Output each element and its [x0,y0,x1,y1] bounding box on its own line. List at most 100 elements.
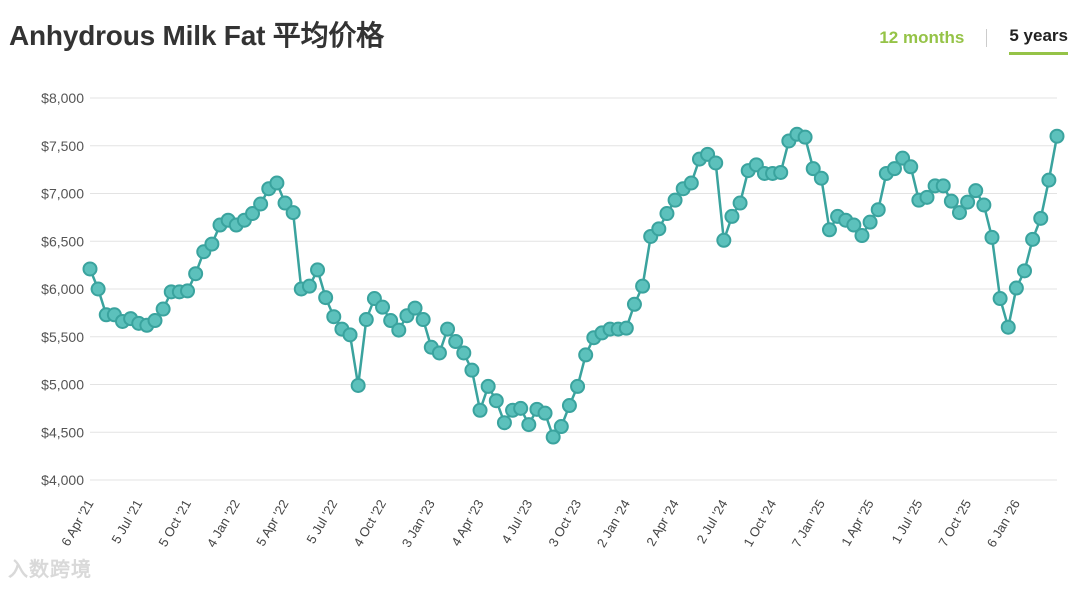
data-point[interactable] [635,278,651,294]
data-point[interactable] [285,205,301,221]
data-point[interactable] [204,236,220,252]
data-point[interactable] [903,159,919,175]
y-tick-label: $6,000 [41,281,84,297]
data-point[interactable] [854,228,870,244]
x-tick-label: 7 Jan '25 [789,497,828,550]
x-tick-label: 4 Oct '22 [350,497,389,549]
x-tick-label: 1 Jul '25 [888,497,925,546]
x-axis-labels: 6 Apr '21 5 Jul '21 5 Oct '21 4 Jan '22 5 Ap… [58,497,1023,550]
data-point[interactable] [342,327,358,343]
data-point[interactable] [407,300,423,316]
data-point[interactable] [935,178,951,194]
data-point[interactable] [919,189,935,205]
x-tick-label: 1 Apr '25 [838,497,876,549]
data-point[interactable] [415,312,431,328]
data-point[interactable] [310,262,326,278]
x-tick-label: 4 Jan '22 [204,497,243,550]
data-point[interactable] [440,321,456,337]
y-tick-label: $6,500 [41,233,84,249]
data-point[interactable] [391,322,407,338]
data-point[interactable] [805,161,821,177]
data-point[interactable] [846,217,862,233]
data-point[interactable] [553,419,569,435]
data-point[interactable] [1025,231,1041,247]
data-point[interactable] [326,309,342,325]
x-tick-label: 1 Oct '24 [740,497,779,549]
data-point[interactable] [578,347,594,363]
data-point[interactable] [521,417,537,433]
data-point[interactable] [513,400,529,416]
y-tick-label: $5,000 [41,377,84,393]
data-point[interactable] [375,299,391,315]
data-point[interactable] [350,377,366,393]
data-point[interactable] [708,155,724,171]
x-tick-label: 3 Oct '23 [545,497,584,549]
data-point[interactable] [472,402,488,418]
data-point[interactable] [155,301,171,317]
data-point[interactable] [82,261,98,277]
data-point[interactable] [147,313,163,329]
data-point[interactable] [545,429,561,445]
data-point[interactable] [253,196,269,212]
data-point[interactable] [90,281,106,297]
data-point[interactable] [188,266,204,282]
data-point[interactable] [683,175,699,191]
data-point[interactable] [1041,172,1057,188]
data-point[interactable] [1000,319,1016,335]
y-tick-label: $5,500 [41,329,84,345]
data-point[interactable] [1049,128,1065,144]
data-point[interactable] [496,415,512,431]
data-point[interactable] [724,208,740,224]
data-point[interactable] [480,378,496,394]
data-point[interactable] [667,192,683,208]
data-point[interactable] [1008,280,1024,296]
chart-title: Anhydrous Milk Fat 平均价格 [9,20,384,51]
data-point[interactable] [383,313,399,329]
data-point[interactable] [659,206,675,222]
data-point[interactable] [269,175,285,191]
data-point[interactable] [976,197,992,213]
data-point[interactable] [488,393,504,409]
data-point[interactable] [626,296,642,312]
data-point[interactable] [464,362,480,378]
data-point[interactable] [1033,210,1049,226]
data-point[interactable] [570,378,586,394]
data-point[interactable] [870,202,886,218]
data-point[interactable] [456,345,472,361]
y-tick-label: $4,500 [41,424,84,440]
data-point[interactable] [813,170,829,186]
data-point[interactable] [984,229,1000,245]
data-point[interactable] [1016,263,1032,279]
data-point[interactable] [821,222,837,238]
data-point[interactable] [431,345,447,361]
data-point[interactable] [797,129,813,145]
data-point[interactable] [277,195,293,211]
data-point[interactable] [180,283,196,299]
data-points [82,126,1065,445]
data-point[interactable] [537,405,553,421]
x-tick-label: 5 Oct '21 [155,497,194,549]
data-point[interactable] [561,398,577,414]
data-point[interactable] [318,290,334,306]
data-point[interactable] [448,334,464,350]
data-point[interactable] [886,161,902,177]
data-point[interactable] [773,164,789,180]
data-point[interactable] [951,205,967,221]
data-point[interactable] [618,320,634,336]
data-point[interactable] [943,193,959,209]
data-point[interactable] [862,214,878,230]
data-point[interactable] [651,221,667,237]
data-point[interactable] [716,232,732,248]
tab-5-years[interactable]: 5 years [1009,26,1068,55]
watermark-logo: 入数跨境 [8,559,92,581]
x-tick-label: 5 Jul '21 [108,497,145,546]
data-point[interactable] [301,278,317,294]
data-point[interactable] [992,291,1008,307]
data-point[interactable] [732,195,748,211]
data-point[interactable] [245,206,261,222]
tab-12-months[interactable]: 12 months [879,27,965,47]
data-point[interactable] [960,194,976,210]
data-point[interactable] [358,312,374,328]
data-point[interactable] [968,183,984,199]
x-tick-label: 2 Jul '24 [693,497,730,546]
